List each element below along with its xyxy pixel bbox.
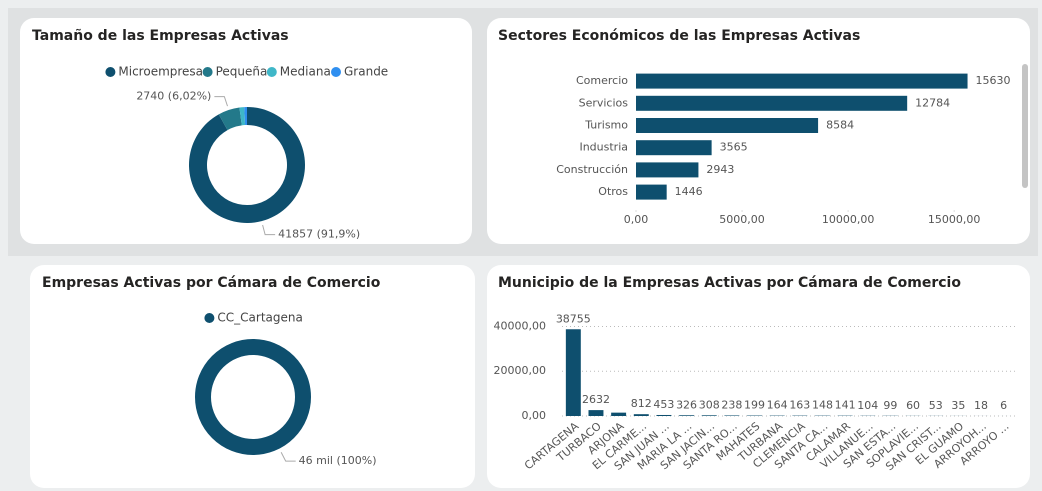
data-label: 99 — [883, 399, 897, 412]
y-tick-label: Comercio — [576, 74, 628, 87]
bar — [701, 415, 717, 416]
data-label: 141 — [835, 399, 856, 412]
donut-slice — [218, 107, 242, 131]
legend-label: Microempresa — [118, 65, 203, 79]
data-label: 35 — [951, 399, 965, 412]
legend-swatch — [105, 67, 116, 77]
data-label: 46 mil (100%) — [299, 454, 377, 467]
y-tick-label: Turismo — [584, 119, 628, 132]
x-tick-label: 5000,00 — [719, 213, 765, 226]
y-tick-label: Servicios — [579, 96, 629, 109]
donut-slice — [244, 107, 247, 126]
donut-slice — [195, 339, 311, 455]
donut-slice — [189, 107, 306, 223]
legend-label: Grande — [344, 65, 388, 79]
bar — [588, 410, 604, 416]
data-label: 15630 — [976, 74, 1011, 87]
bar — [611, 412, 627, 416]
x-tick-label: 10000,00 — [822, 213, 875, 226]
legend-swatch — [266, 67, 277, 77]
chart-title: Municipio de la Empresas Activas por Cám… — [498, 275, 961, 291]
leader-line — [280, 452, 296, 462]
chart-title: Empresas Activas por Cámara de Comercio — [42, 275, 381, 291]
data-label: 2632 — [582, 393, 610, 406]
data-label: 53 — [929, 399, 943, 412]
data-label: 3565 — [720, 141, 748, 154]
bar — [636, 118, 819, 133]
y-tick-label: Construcción — [556, 163, 628, 176]
bar — [636, 184, 667, 200]
data-label: 238 — [721, 398, 742, 411]
panel — [30, 265, 475, 488]
leader-line — [262, 224, 276, 236]
data-label: 12784 — [915, 96, 950, 109]
leader-line — [214, 96, 228, 107]
legend-swatch — [331, 67, 341, 77]
scrollbar[interactable] — [1022, 64, 1028, 188]
bar — [679, 415, 695, 416]
bar — [656, 414, 672, 416]
bar — [724, 415, 740, 416]
bar — [636, 162, 699, 178]
data-label: 2943 — [706, 163, 734, 176]
y-tick-label: 0,00 — [522, 409, 547, 422]
data-label: 326 — [676, 398, 697, 411]
chart-title: Tamaño de las Empresas Activas — [32, 28, 289, 44]
data-label: 1446 — [675, 185, 703, 198]
x-tick-label: 0,00 — [624, 213, 649, 226]
panel — [487, 265, 1030, 488]
legend-label: CC_Cartagena — [217, 311, 302, 325]
y-tick-label: 20000,00 — [494, 364, 547, 377]
legend-label: Pequeña — [216, 65, 268, 79]
bar — [565, 329, 581, 416]
data-label: 41857 (91,9%) — [278, 228, 360, 241]
data-label: 812 — [631, 397, 652, 410]
data-label: 308 — [699, 398, 720, 411]
y-tick-label: Otros — [598, 185, 628, 198]
legend-label: Mediana — [280, 65, 331, 79]
y-tick-label: Industria — [579, 141, 628, 154]
data-label: 163 — [789, 399, 810, 412]
data-label: 6 — [1000, 399, 1007, 412]
data-label: 164 — [767, 399, 788, 412]
bar — [633, 414, 649, 416]
data-label: 104 — [857, 399, 878, 412]
data-label: 199 — [744, 399, 765, 412]
bar — [636, 73, 968, 89]
data-label: 60 — [906, 399, 920, 412]
data-label: 148 — [812, 399, 833, 412]
donut-slice — [239, 107, 246, 126]
legend-swatch — [202, 67, 213, 77]
legend-swatch — [204, 313, 215, 323]
data-label: 18 — [974, 399, 988, 412]
chart-title: Sectores Económicos de las Empresas Acti… — [498, 28, 860, 44]
data-label: 38755 — [556, 312, 591, 325]
data-label: 453 — [653, 398, 674, 411]
bar — [636, 140, 712, 156]
panel — [20, 18, 472, 244]
data-label: 8584 — [826, 119, 854, 132]
data-label: 2740 (6,02%) — [136, 90, 211, 103]
x-tick-label: 15000,00 — [928, 213, 981, 226]
y-tick-label: 40000,00 — [494, 319, 547, 332]
bar — [636, 95, 908, 111]
